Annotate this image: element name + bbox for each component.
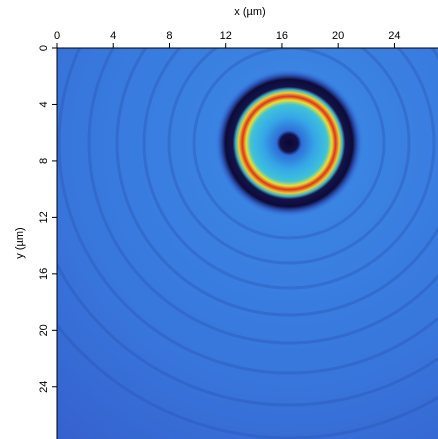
x-tick-label: 16 xyxy=(276,30,288,42)
y-tick-label: 16 xyxy=(38,268,50,280)
y-tick-label: 8 xyxy=(38,158,50,164)
x-tick-label: 4 xyxy=(110,30,116,42)
y-tick-label: 0 xyxy=(38,45,50,51)
y-tick-label: 24 xyxy=(38,381,50,393)
y-tick-label: 4 xyxy=(38,101,50,107)
x-tick-label: 8 xyxy=(166,30,172,42)
y-tick-label: 20 xyxy=(38,324,50,336)
y-tick-label: 12 xyxy=(38,211,50,223)
x-tick-label: 12 xyxy=(220,30,232,42)
x-tick-label: 20 xyxy=(332,30,344,42)
x-tick-label: 0 xyxy=(54,30,60,42)
x-axis-label: x (µm) xyxy=(234,6,265,18)
y-axis-label: y (µm) xyxy=(14,227,26,258)
x-tick-label: 24 xyxy=(388,30,400,42)
